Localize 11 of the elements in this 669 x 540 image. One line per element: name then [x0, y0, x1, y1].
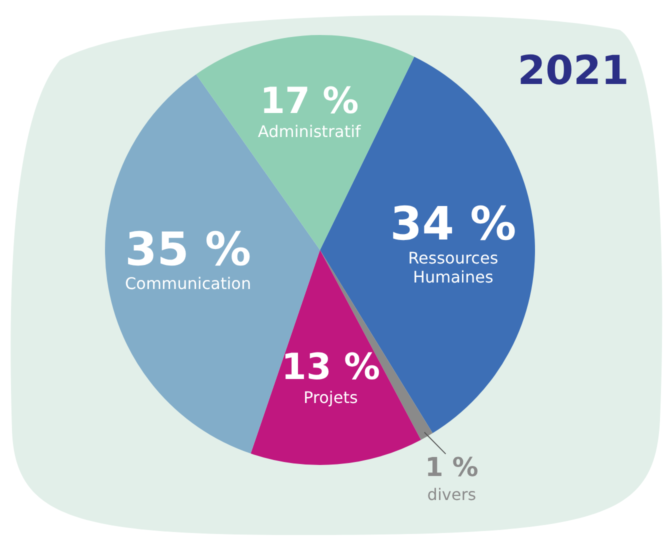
slice-label: Administratif — [258, 122, 362, 142]
chart-title: 2021 — [518, 48, 629, 94]
data-label: 35 % — [125, 222, 252, 276]
data-label: 13 % — [281, 346, 380, 388]
slice-label: Communication — [125, 274, 252, 294]
slice-label: Ressources Humaines — [408, 248, 498, 286]
slice-label: Projets — [304, 388, 358, 407]
data-label: 34 % — [390, 196, 516, 250]
data-label: 1 % — [425, 452, 478, 483]
slice-label: divers — [427, 484, 476, 504]
data-label: 17 % — [260, 81, 359, 122]
